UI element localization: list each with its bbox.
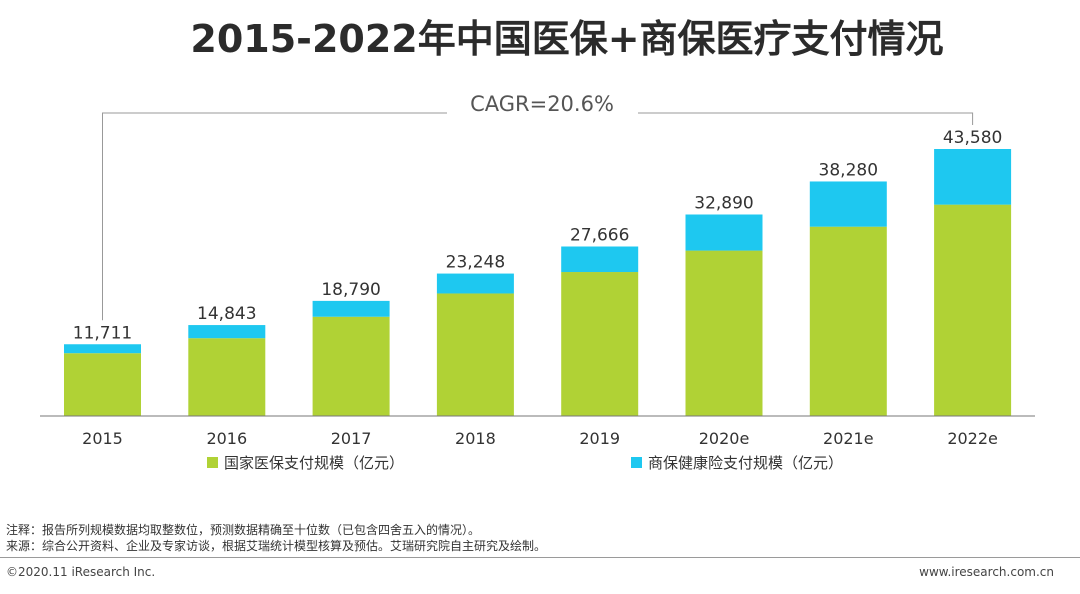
chart-title: 2015-2022年中国医保+商保医疗支付情况 xyxy=(190,17,944,61)
cagr-annotation: CAGR=20.6% xyxy=(470,92,614,116)
bar-national-2015 xyxy=(64,353,141,416)
bar-national-2017 xyxy=(312,316,390,416)
notes: 注释：报告所列规模数据均取整数位，预测数据精确至十位数（已包含四舍五入的情况）。… xyxy=(6,522,546,554)
copyright: ©2020.11 iResearch Inc. xyxy=(6,565,156,579)
total-label-2019: 27,666 xyxy=(570,225,629,245)
x-tick-2022e: 2022e xyxy=(947,429,998,448)
website: www.iresearch.com.cn xyxy=(919,565,1054,579)
legend-swatch-green xyxy=(207,457,218,468)
total-label-2017: 18,790 xyxy=(321,280,380,300)
x-tick-2020e: 2020e xyxy=(699,429,750,448)
bar-commercial-2022e xyxy=(934,149,1012,205)
bar-commercial-2015 xyxy=(64,344,141,354)
bar-commercial-2021e xyxy=(809,181,887,227)
bar-national-2016 xyxy=(188,338,266,416)
legend-label-national: 国家医保支付规模（亿元） xyxy=(224,454,405,472)
x-tick-2018: 2018 xyxy=(455,429,496,448)
legend-item-commercial: 商保健康险支付规模（亿元） xyxy=(631,452,843,473)
legend-label-commercial: 商保健康险支付规模（亿元） xyxy=(648,454,844,472)
total-label-2016: 14,843 xyxy=(197,304,256,324)
x-tick-2019: 2019 xyxy=(579,429,620,448)
legend-swatch-blue xyxy=(631,457,642,468)
footer-divider xyxy=(0,557,1080,558)
cagr-bracket-left xyxy=(102,112,447,321)
note-line: 注释：报告所列规模数据均取整数位，预测数据精确至十位数（已包含四舍五入的情况）。 xyxy=(6,523,481,537)
bar-national-2018 xyxy=(436,293,514,416)
bar-national-2019 xyxy=(561,272,639,416)
bar-commercial-2016 xyxy=(188,325,266,339)
bar-commercial-2017 xyxy=(312,300,390,317)
total-label-2022e: 43,580 xyxy=(943,128,1002,148)
bar-national-2022e xyxy=(934,204,1012,416)
stacked-bar-chart: 11,711 2015 14,843 2016 18,790 2017 23,248 2018… xyxy=(40,92,1035,448)
total-label-2021e: 38,280 xyxy=(819,160,878,180)
bar-commercial-2020e xyxy=(685,214,763,251)
x-tick-2017: 2017 xyxy=(331,429,372,448)
total-label-2018: 23,248 xyxy=(446,253,505,273)
legend-item-national: 国家医保支付规模（亿元） xyxy=(207,452,404,473)
bar-national-2021e xyxy=(809,226,887,416)
bar-national-2020e xyxy=(685,250,763,416)
total-label-2015: 11,711 xyxy=(73,323,132,343)
x-tick-2015: 2015 xyxy=(82,429,123,448)
cagr-bracket-right xyxy=(638,112,974,125)
x-tick-2021e: 2021e xyxy=(823,429,874,448)
x-tick-2016: 2016 xyxy=(206,429,247,448)
bar-commercial-2019 xyxy=(561,246,639,273)
bar-commercial-2018 xyxy=(436,273,514,294)
source-line: 来源：综合公开资料、企业及专家访谈，根据艾瑞统计模型核算及预估。艾瑞研究院自主研… xyxy=(6,539,547,553)
total-label-2020e: 32,890 xyxy=(694,193,753,213)
